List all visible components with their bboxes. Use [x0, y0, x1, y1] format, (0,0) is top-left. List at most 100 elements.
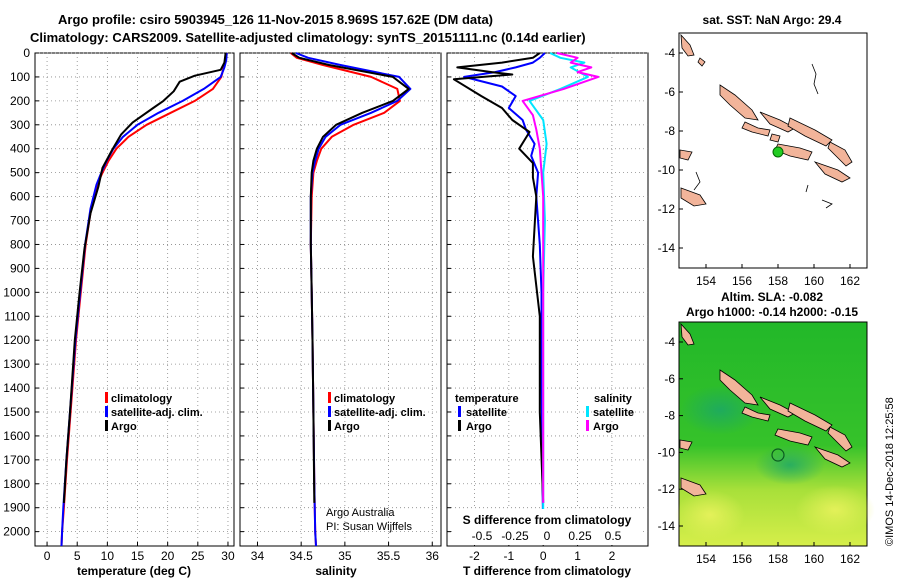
lon-tick-label: 162: [840, 552, 860, 566]
figure-title-line2: Climatology: CARS2009. Satellite-adjuste…: [30, 30, 586, 45]
s-difference-tick-labels: -0.5 -0.25 0 0.25 0.5: [472, 529, 622, 543]
x-tick-label: 25: [191, 549, 205, 563]
s-label-backdrop: [452, 509, 642, 545]
depth-tick-label: 1200: [3, 333, 30, 347]
legend-label-argo: Argo: [334, 421, 360, 433]
island-makira: [813, 161, 851, 183]
island-choiseul: [759, 396, 796, 418]
island-bougainville: [719, 84, 759, 121]
sla-map-title-line2: Argo h1000: -0.14 h2000: -0.15: [686, 305, 858, 319]
s-tick-label: 0: [544, 529, 551, 543]
temperature-grid: [35, 52, 234, 546]
depth-tick-label: 1100: [4, 309, 30, 323]
x-tick-label: -1: [504, 549, 515, 563]
x-tick-label: -2: [469, 549, 480, 563]
island-new-ireland: [680, 33, 695, 57]
depth-tick-label: 600: [10, 190, 30, 204]
island-small: [769, 133, 781, 143]
island-santa-isabel: [787, 402, 833, 432]
depth-tick-label: 200: [10, 94, 30, 108]
temperature-x-tick-labels: 0 5 10 15 20 25 30: [44, 549, 235, 563]
credit-argo-australia: Argo Australia: [326, 507, 395, 519]
depth-tick-label: 400: [10, 142, 30, 156]
salinity-x-tick-labels: 34 34.5 35 35.5 36: [251, 549, 439, 563]
argo-float-position-marker: [772, 146, 784, 158]
x-tick-label: 5: [74, 549, 81, 563]
x-tick-label: 15: [131, 549, 145, 563]
s-tick-label: -0.25: [501, 529, 529, 543]
x-tick-label: 35.5: [377, 549, 401, 563]
depth-tick-labels: 0 100 200 300 400 500 600 700 800 900 1000 1100 1200…: [3, 46, 30, 539]
lat-tick-label: -14: [658, 519, 676, 533]
legend-swatch-climatology: [105, 392, 108, 403]
legend-swatch-argo: [105, 420, 108, 431]
depth-tick-label: 0: [23, 46, 30, 60]
t-difference-x-label: T difference from climatology: [463, 564, 631, 578]
legend-swatch-temp-argo: [458, 420, 461, 431]
difference-axes-frame: [446, 52, 649, 547]
temperature-axes-frame: [34, 52, 235, 547]
legend-label-satellite: satellite-adj. clim.: [334, 407, 426, 419]
difference-series-lines: [452, 52, 600, 532]
island-makira: [813, 446, 851, 468]
sla-map-field-patch: [675, 490, 745, 540]
lat-tick-label: -12: [658, 202, 676, 216]
lat-tick-label: -10: [658, 163, 676, 177]
legend-title-salinity: salinity: [594, 393, 633, 405]
lat-tick-label: -10: [658, 445, 676, 459]
s-tick-label: 0.25: [568, 529, 592, 543]
depth-tick-label: 1500: [3, 405, 30, 419]
lon-tick-label: 160: [804, 552, 824, 566]
legend-label-sal-satellite: satellite: [593, 407, 634, 419]
legend-swatch-sal-satellite: [586, 406, 589, 417]
lat-tick-label: -4: [664, 46, 675, 60]
depth-tick-label: 1600: [3, 429, 30, 443]
depth-tick-label: 300: [10, 118, 30, 132]
lon-tick-label: 154: [696, 274, 716, 288]
depth-tick-label: 700: [10, 214, 30, 228]
depth-tick-label: 1300: [3, 357, 30, 371]
legend-swatch-sal-argo: [586, 420, 589, 431]
depth-tick-label: 1000: [3, 285, 30, 299]
legend-swatch-argo: [328, 420, 331, 431]
salinity-axes-frame: [239, 52, 442, 547]
series-line-temperature-satellite: [463, 52, 546, 532]
island-malaita: [827, 426, 853, 452]
sla-map-islands: [679, 322, 853, 497]
salinity-x-label: salinity: [315, 564, 357, 578]
sst-map-lat-ticks: -4 -6 -8 -10 -12 -14: [658, 46, 683, 255]
coastline-contour: [693, 171, 701, 191]
series-line-argo: [291, 52, 410, 503]
depth-tick-label: 1800: [3, 477, 30, 491]
figure-title-line1: Argo profile: csiro 5903945_126 11-Nov-2…: [58, 12, 493, 27]
coastline-contour: [821, 199, 833, 209]
lat-tick-label: -6: [664, 372, 675, 386]
difference-legend: temperature satellite Argo salinity sate…: [455, 393, 634, 433]
legend-label-climatology: climatology: [334, 393, 396, 405]
legend-label-climatology: climatology: [111, 393, 173, 405]
x-tick-label: 0: [44, 549, 51, 563]
legend-swatch-satellite: [328, 406, 331, 417]
lat-tick-label: -8: [664, 124, 675, 138]
lon-tick-label: 162: [840, 274, 860, 288]
series-line-temperature-argo: [452, 52, 545, 503]
coastline-contour: [805, 184, 809, 193]
salinity-series-lines: [290, 52, 412, 547]
island-santa-isabel: [787, 117, 833, 147]
lon-tick-label: 156: [732, 552, 752, 566]
depth-tick-label: 500: [10, 166, 30, 180]
series-line-argo: [62, 52, 227, 503]
x-tick-label: 10: [101, 549, 115, 563]
depth-tick-label: 100: [10, 70, 30, 84]
x-tick-label: 34.5: [289, 549, 313, 563]
sla-map-lat-ticks: -4 -6 -8 -10 -12 -14: [658, 335, 683, 533]
lat-tick-label: -4: [664, 335, 675, 349]
credit-pi: PI: Susan Wijffels: [326, 521, 412, 533]
x-tick-label: 0: [540, 549, 547, 563]
x-tick-label: 30: [221, 549, 235, 563]
sst-map-islands: [679, 33, 853, 207]
lat-tick-label: -8: [664, 409, 675, 423]
t-difference-x-tick-labels: -2 -1 0 1 2: [469, 549, 615, 563]
imos-timestamp: ©IMOS 14-Dec-2018 12:25:58: [884, 397, 896, 546]
temperature-x-label: temperature (deg C): [77, 564, 191, 578]
